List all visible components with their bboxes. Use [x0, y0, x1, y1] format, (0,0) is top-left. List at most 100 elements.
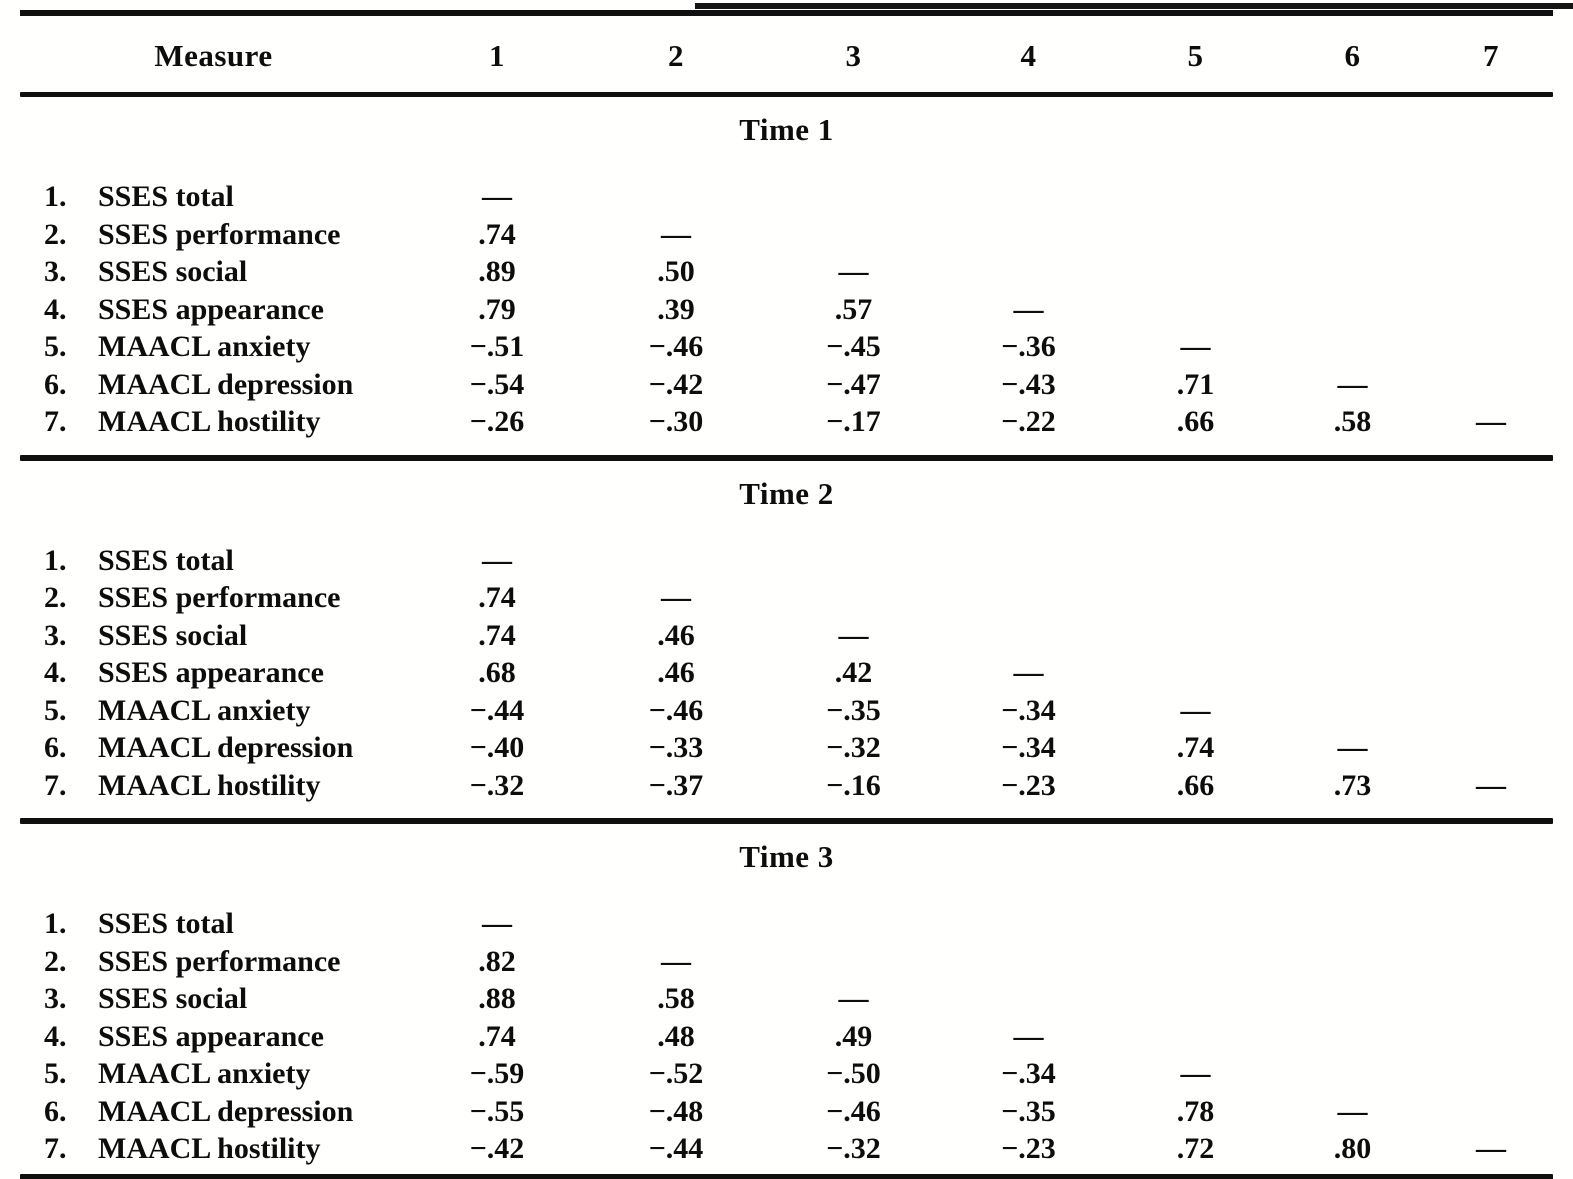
correlation-value: .58: [657, 982, 695, 1015]
table-row: 4. SSES appearance .74 .48 .49 —: [20, 1018, 1553, 1056]
correlation-value: −.43: [1001, 367, 1056, 401]
measure-cell: 3. SSES social: [20, 253, 407, 291]
measure-cell: 6. MAACL depression: [20, 729, 407, 767]
correlation-value: .66: [1176, 405, 1215, 438]
row-number: 7.: [44, 768, 67, 802]
top-rules: [20, 0, 1573, 20]
row-number: 4.: [44, 656, 67, 689]
correlation-value: −.47: [826, 367, 881, 401]
diagonal-dash: —: [661, 944, 691, 978]
diagonal-dash: —: [1337, 731, 1368, 764]
correlation-value: −.17: [826, 405, 881, 438]
row-label: MAACL anxiety: [98, 330, 311, 363]
section-divider-rule: [20, 454, 1553, 461]
correlation-value: −.42: [469, 1132, 525, 1165]
measure-column-header: Measure: [154, 38, 273, 73]
measure-cell: 1. SSES total: [20, 542, 407, 580]
row-number: 6.: [44, 367, 67, 401]
row-number: 7.: [44, 1132, 67, 1165]
table-row: 2. SSES performance .82 —: [20, 943, 1553, 981]
diagonal-dash: —: [838, 255, 869, 288]
row-number: 5.: [44, 330, 67, 363]
diagonal-dash: —: [1013, 656, 1044, 689]
table-row: 7. MAACL hostility −.42 −.44 −.32 −.23 .72 .80 —: [20, 1130, 1553, 1168]
row-number: 4.: [44, 1019, 67, 1053]
correlation-value: −.34: [1001, 693, 1056, 727]
scan-artifact-line: [694, 3, 1573, 9]
correlation-value: −.44: [648, 1132, 704, 1165]
diagonal-dash: —: [482, 180, 512, 213]
table-row: 4. SSES appearance .79 .39 .57 —: [20, 291, 1553, 329]
row-number: 6.: [44, 1094, 67, 1128]
measure-cell: 1. SSES total: [20, 905, 407, 943]
diagonal-dash: —: [482, 907, 512, 940]
row-label: SSES total: [98, 543, 234, 577]
row-number: 5.: [44, 1057, 67, 1090]
row-label: MAACL hostility: [98, 1132, 321, 1165]
table-row: 3. SSES social .88 .58 —: [20, 980, 1553, 1018]
correlation-value: −.44: [469, 693, 525, 727]
row-label: MAACL depression: [98, 367, 354, 401]
measure-cell: 5. MAACL anxiety: [20, 328, 407, 366]
correlation-value: .48: [657, 1019, 695, 1053]
table-row: 6. MAACL depression −.55 −.48 −.46 −.35 .78 —: [20, 1093, 1553, 1131]
row-label: MAACL hostility: [98, 768, 321, 802]
correlation-value: .66: [1176, 768, 1215, 802]
row-number: 7.: [44, 405, 67, 438]
column-header-3: 3: [845, 38, 862, 73]
diagonal-dash: —: [838, 982, 869, 1015]
row-number: 1.: [44, 180, 67, 213]
diagonal-dash: —: [1337, 1094, 1368, 1128]
correlation-value: .71: [1176, 367, 1215, 401]
row-label: SSES performance: [98, 944, 341, 978]
table-row: 4. SSES appearance .68 .46 .42 —: [20, 654, 1553, 692]
measure-cell: 4. SSES appearance: [20, 1018, 407, 1056]
diagonal-dash: —: [661, 217, 691, 251]
diagonal-dash: —: [482, 543, 512, 577]
column-header-1: 1: [489, 38, 505, 73]
correlation-value: −.32: [469, 768, 525, 802]
row-number: 5.: [44, 693, 67, 727]
table-row: 5. MAACL anxiety −.44 −.46 −.35 −.34 —: [20, 692, 1553, 730]
row-label: MAACL hostility: [98, 405, 321, 438]
table-row: 1. SSES total —: [20, 178, 1553, 216]
diagonal-dash: —: [838, 618, 869, 652]
diagonal-dash: —: [1180, 330, 1211, 363]
correlation-value: −.52: [648, 1057, 704, 1090]
bottom-rule: [20, 1173, 1553, 1179]
correlation-value: −.46: [648, 330, 704, 363]
correlation-value: .73: [1333, 768, 1372, 802]
measure-cell: 4. SSES appearance: [20, 654, 407, 692]
row-number: 2.: [44, 581, 67, 614]
correlation-value: −.30: [648, 405, 704, 438]
correlation-value: .88: [478, 982, 516, 1015]
row-number: 2.: [44, 944, 67, 978]
row-number: 6.: [44, 731, 67, 764]
row-label: MAACL depression: [98, 731, 354, 764]
correlation-value: .42: [834, 656, 873, 689]
row-label: SSES performance: [98, 581, 341, 614]
row-label: MAACL anxiety: [98, 693, 311, 727]
table-row: 3. SSES social .89 .50 —: [20, 253, 1553, 291]
correlation-value: −.46: [826, 1094, 881, 1128]
header-rule: [20, 92, 1553, 97]
measure-cell: 7. MAACL hostility: [20, 1130, 407, 1168]
correlation-value: −.16: [826, 768, 881, 802]
correlation-value: .89: [478, 255, 516, 288]
correlation-value: −.51: [469, 330, 525, 363]
measure-cell: 1. SSES total: [20, 178, 407, 216]
correlation-value: −.37: [648, 768, 704, 802]
table-row: 2. SSES performance .74 —: [20, 579, 1553, 617]
correlation-value: .80: [1333, 1132, 1372, 1165]
table-row: 2. SSES performance .74 —: [20, 216, 1553, 254]
table-row: 5. MAACL anxiety −.59 −.52 −.50 −.34 —: [20, 1055, 1553, 1093]
table-row: 7. MAACL hostility −.26 −.30 −.17 −.22 .66 .58 —: [20, 403, 1553, 441]
table-row: 3. SSES social .74 .46 —: [20, 617, 1553, 655]
column-header-6: 6: [1344, 38, 1361, 73]
correlation-value: −.23: [1001, 768, 1056, 802]
measure-cell: 5. MAACL anxiety: [20, 1055, 407, 1093]
correlation-value: −.34: [1001, 731, 1056, 764]
section-divider-rule: [20, 818, 1553, 824]
